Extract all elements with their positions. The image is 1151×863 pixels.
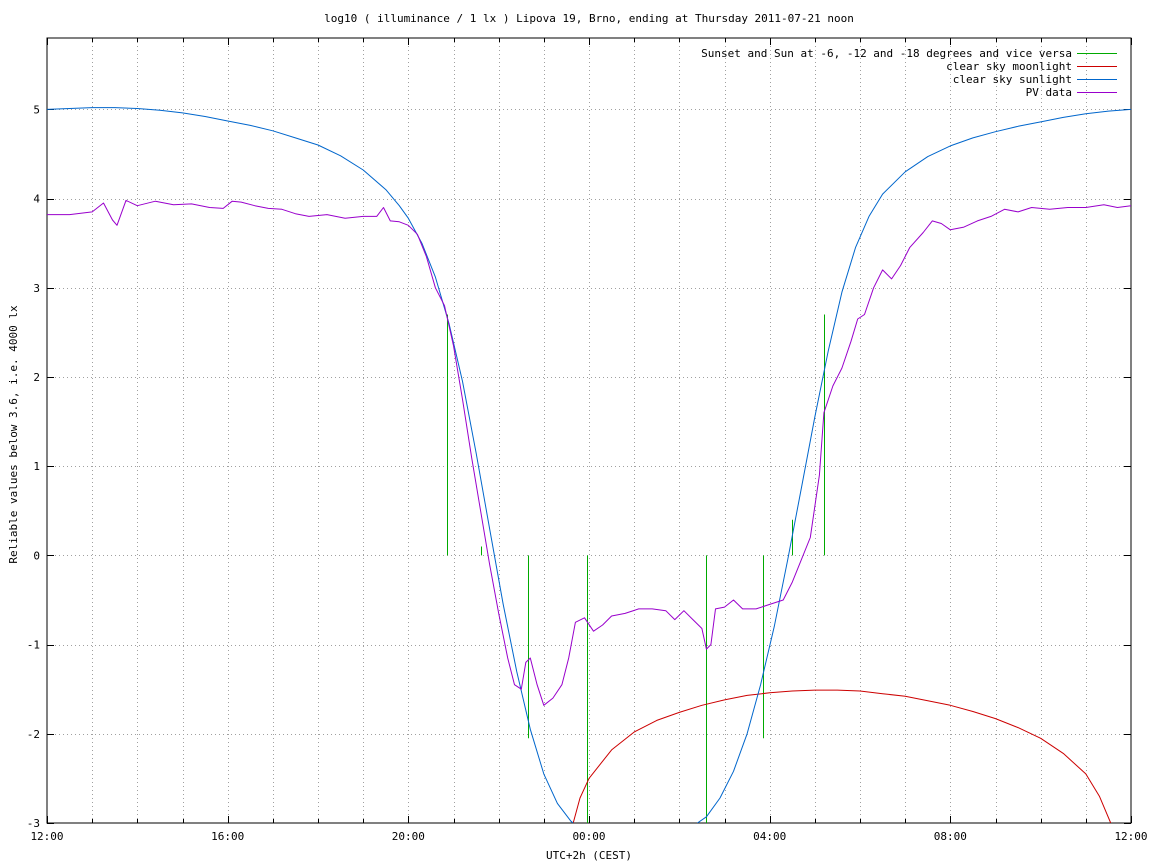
y-tick-label: -1 bbox=[27, 639, 40, 652]
pv-data-line bbox=[47, 199, 1131, 706]
x-tick-label: 12:00 bbox=[1114, 830, 1147, 843]
x-tick-label: 20:00 bbox=[392, 830, 425, 843]
x-tick-label: 00:00 bbox=[572, 830, 605, 843]
x-tick-label: 08:00 bbox=[934, 830, 967, 843]
x-tick-label: 12:00 bbox=[30, 830, 63, 843]
y-tick-label: 3 bbox=[33, 282, 40, 295]
legend: Sunset and Sun at -6, -12 and -18 degree… bbox=[701, 47, 1117, 99]
x-axis-label: UTC+2h (CEST) bbox=[546, 849, 632, 862]
legend-label: Sunset and Sun at -6, -12 and -18 degree… bbox=[701, 47, 1072, 60]
y-tick-label: 1 bbox=[33, 460, 40, 473]
legend-label: PV data bbox=[1026, 86, 1072, 99]
clear-sky-sunlight-line bbox=[697, 108, 1131, 823]
series-layer bbox=[47, 107, 1131, 823]
y-tick-label: -2 bbox=[27, 728, 40, 741]
x-tick-label: 16:00 bbox=[211, 830, 244, 843]
grid bbox=[47, 38, 1131, 823]
x-tick-label: 04:00 bbox=[753, 830, 786, 843]
y-tick-label: 2 bbox=[33, 371, 40, 384]
legend-label: clear sky sunlight bbox=[953, 73, 1072, 86]
legend-label: clear sky moonlight bbox=[946, 60, 1072, 73]
y-tick-label: 0 bbox=[33, 549, 40, 562]
chart-title: log10 ( illuminance / 1 lx ) Lipova 19, … bbox=[324, 12, 854, 25]
clear-sky-moonlight-line bbox=[572, 689, 1112, 823]
clear-sky-sunlight-line bbox=[47, 107, 574, 823]
y-axis-label: Reliable values below 3.6, i.e. 4000 lx bbox=[7, 305, 20, 564]
y-tick-label: 5 bbox=[33, 103, 40, 116]
y-tick-label: 4 bbox=[33, 193, 40, 206]
y-tick-label: -3 bbox=[27, 817, 40, 830]
